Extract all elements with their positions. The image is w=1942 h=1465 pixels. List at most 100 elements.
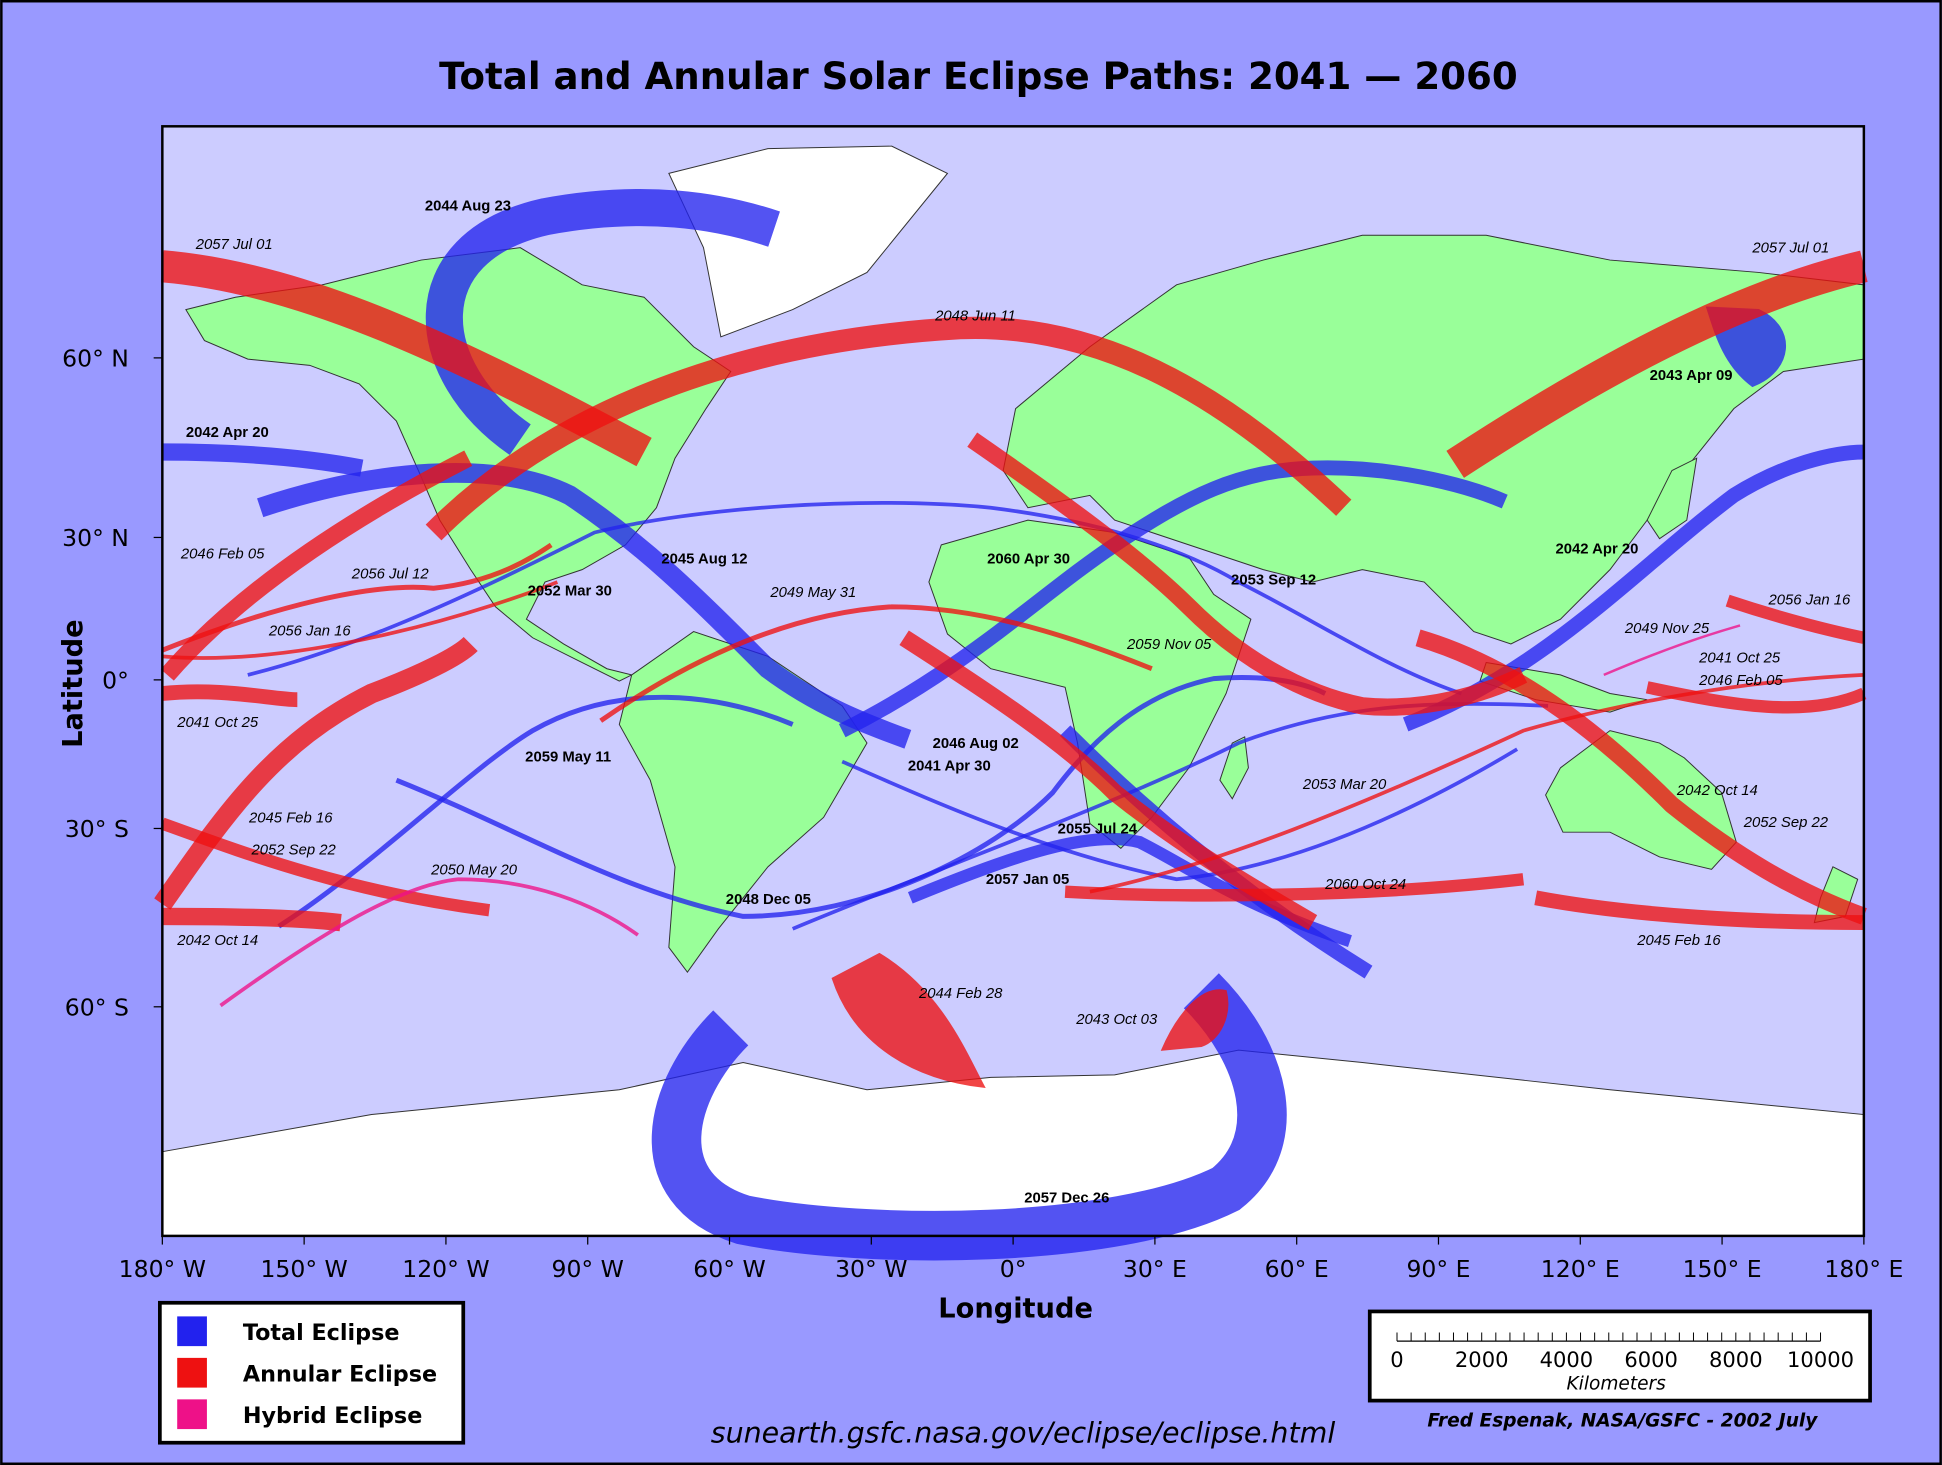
path-label: 2056 Jan 16 <box>268 623 352 639</box>
legend-label: Annular Eclipse <box>243 1361 437 1387</box>
path-label: 2041 Apr 30 <box>908 758 991 774</box>
x-tick-label: 120° W <box>402 1255 489 1283</box>
eclipse-path <box>161 542 553 653</box>
eclipse-path <box>161 684 298 708</box>
path-label: 2042 Apr 20 <box>186 425 269 441</box>
scale-box <box>1367 1309 1872 1403</box>
path-label: 2043 Apr 09 <box>1650 368 1733 384</box>
south-america <box>618 631 868 973</box>
eclipse-path <box>841 747 1519 882</box>
scale-label: 6000 <box>1624 1347 1678 1372</box>
path-label: 2044 Aug 23 <box>425 199 511 215</box>
path-label: 2056 Jul 12 <box>351 566 430 582</box>
madagascar <box>1219 736 1249 800</box>
path-label: 2053 Mar 20 <box>1302 777 1387 793</box>
path-label: 2048 Jun 11 <box>934 309 1016 325</box>
eclipse-path <box>160 450 473 681</box>
path-label: 2059 Nov 05 <box>1126 637 1212 653</box>
eclipse-path <box>1534 890 1864 931</box>
scale-label: 2000 <box>1455 1347 1509 1372</box>
eclipse-path <box>831 952 986 1089</box>
path-label: 2044 Feb 28 <box>918 986 1003 1002</box>
path-label: 2053 Sep 12 <box>1231 573 1316 589</box>
path-label: 2057 Dec 26 <box>1024 1190 1109 1206</box>
path-label: 2049 May 31 <box>769 585 856 601</box>
eclipse-path <box>1446 250 1868 478</box>
eclipse-path <box>162 443 364 477</box>
eclipse-path <box>247 501 1462 696</box>
australia <box>1545 730 1737 870</box>
scale-label: 8000 <box>1709 1347 1763 1372</box>
path-label: 2043 Oct 03 <box>1075 1012 1158 1028</box>
eclipse-path <box>277 694 794 929</box>
eclipse-path <box>1160 989 1229 1051</box>
x-tick-label: 30° E <box>1123 1255 1187 1283</box>
path-label: 2045 Feb 16 <box>1636 933 1721 949</box>
x-axis-label: Longitude <box>938 1294 1093 1325</box>
path-label: 2042 Apr 20 <box>1556 542 1639 558</box>
scale-label: 10000 <box>1787 1347 1854 1372</box>
x-tick-label: 90° E <box>1406 1255 1470 1283</box>
eclipse-path <box>162 907 342 932</box>
y-axis-label: Latitude <box>58 619 89 747</box>
eclipse-path <box>1415 629 1867 925</box>
path-label: 2052 Mar 30 <box>528 584 612 600</box>
path-label: 2060 Oct 24 <box>1324 877 1406 893</box>
path-label: 2052 Sep 22 <box>251 842 337 858</box>
path-label: 2057 Jul 01 <box>1751 241 1829 257</box>
path-label: 2046 Aug 02 <box>933 736 1019 752</box>
axis-ticks: 180° W 150° W 120° W 90° W 60° W 30° W 0° 30° E… <box>62 345 1903 1283</box>
x-tick-label: 180° E <box>1824 1255 1903 1283</box>
path-label: 2057 Jul 01 <box>195 237 273 253</box>
path-label: 2055 Jul 24 <box>1058 821 1138 837</box>
path-label: 2056 Jan 16 <box>1768 592 1852 608</box>
map-area: 2044 Aug 23 2057 Jul 01 2057 Jul 01 2048 Ju… <box>154 125 1868 1261</box>
path-label: 2046 Feb 05 <box>180 547 265 563</box>
credit: Fred Espenak, NASA/GSFC - 2002 July <box>1427 1411 1818 1432</box>
eclipse-path <box>162 580 559 660</box>
x-tick-label: 150° E <box>1683 1255 1762 1283</box>
y-tick-label: 30° S <box>65 815 129 843</box>
y-tick-label: 60° N <box>62 345 129 373</box>
path-label: 2048 Dec 05 <box>726 892 811 908</box>
path-label: 2041 Oct 25 <box>1698 651 1781 667</box>
eclipse-path <box>160 817 491 917</box>
y-tick-label: 60° S <box>65 993 129 1021</box>
eclipse-path <box>219 877 639 1008</box>
path-label: 2041 Oct 25 <box>176 715 259 731</box>
x-tick-label: 0° <box>1000 1255 1027 1283</box>
eclipse-path <box>599 604 1153 723</box>
legend-swatch <box>177 1357 207 1388</box>
eclipse-path <box>838 460 1508 738</box>
path-label: 2060 Apr 30 <box>987 551 1070 567</box>
legend-swatch <box>177 1399 207 1430</box>
path-label: 2049 Nov 25 <box>1624 621 1710 637</box>
eclipse-path <box>257 463 912 749</box>
scale-unit: Kilometers <box>1567 1373 1667 1394</box>
legend-label: Total Eclipse <box>243 1320 400 1346</box>
path-label: 2045 Feb 16 <box>248 810 333 826</box>
eclipse-path <box>1064 873 1525 902</box>
x-tick-label: 150° W <box>260 1255 347 1283</box>
title: Total and Annular Solar Eclipse Paths: 2… <box>439 55 1518 98</box>
x-tick-label: 90° W <box>552 1255 624 1283</box>
scale-ticks: 0 2000 4000 6000 8000 10000 <box>1390 1332 1854 1372</box>
legend-box <box>158 1300 466 1445</box>
path-labels: 2044 Aug 23 2057 Jul 01 2057 Jul 01 2048 Ju… <box>176 199 1851 1207</box>
source-url: sunearth.gsfc.nasa.gov/eclipse/eclipse.h… <box>711 1417 1336 1450</box>
eclipse-path <box>1603 624 1741 677</box>
path-label: 2045 Aug 12 <box>661 551 747 567</box>
legend-swatch <box>177 1316 207 1347</box>
x-tick-label: 30° W <box>835 1255 907 1283</box>
x-tick-label: 180° W <box>119 1255 206 1283</box>
path-label: 2059 May 11 <box>525 750 611 766</box>
legend: Total Eclipse Annular Eclipse Hybrid Eclip… <box>158 1300 466 1445</box>
eclipse-path <box>395 675 1327 919</box>
x-tick-label: 120° E <box>1541 1255 1620 1283</box>
eclipse-path <box>160 250 652 467</box>
scale-label: 4000 <box>1540 1347 1594 1372</box>
scale-bar: 0 2000 4000 6000 8000 10000 Kilometers <box>1367 1309 1872 1403</box>
eclipse-path <box>967 432 1528 716</box>
